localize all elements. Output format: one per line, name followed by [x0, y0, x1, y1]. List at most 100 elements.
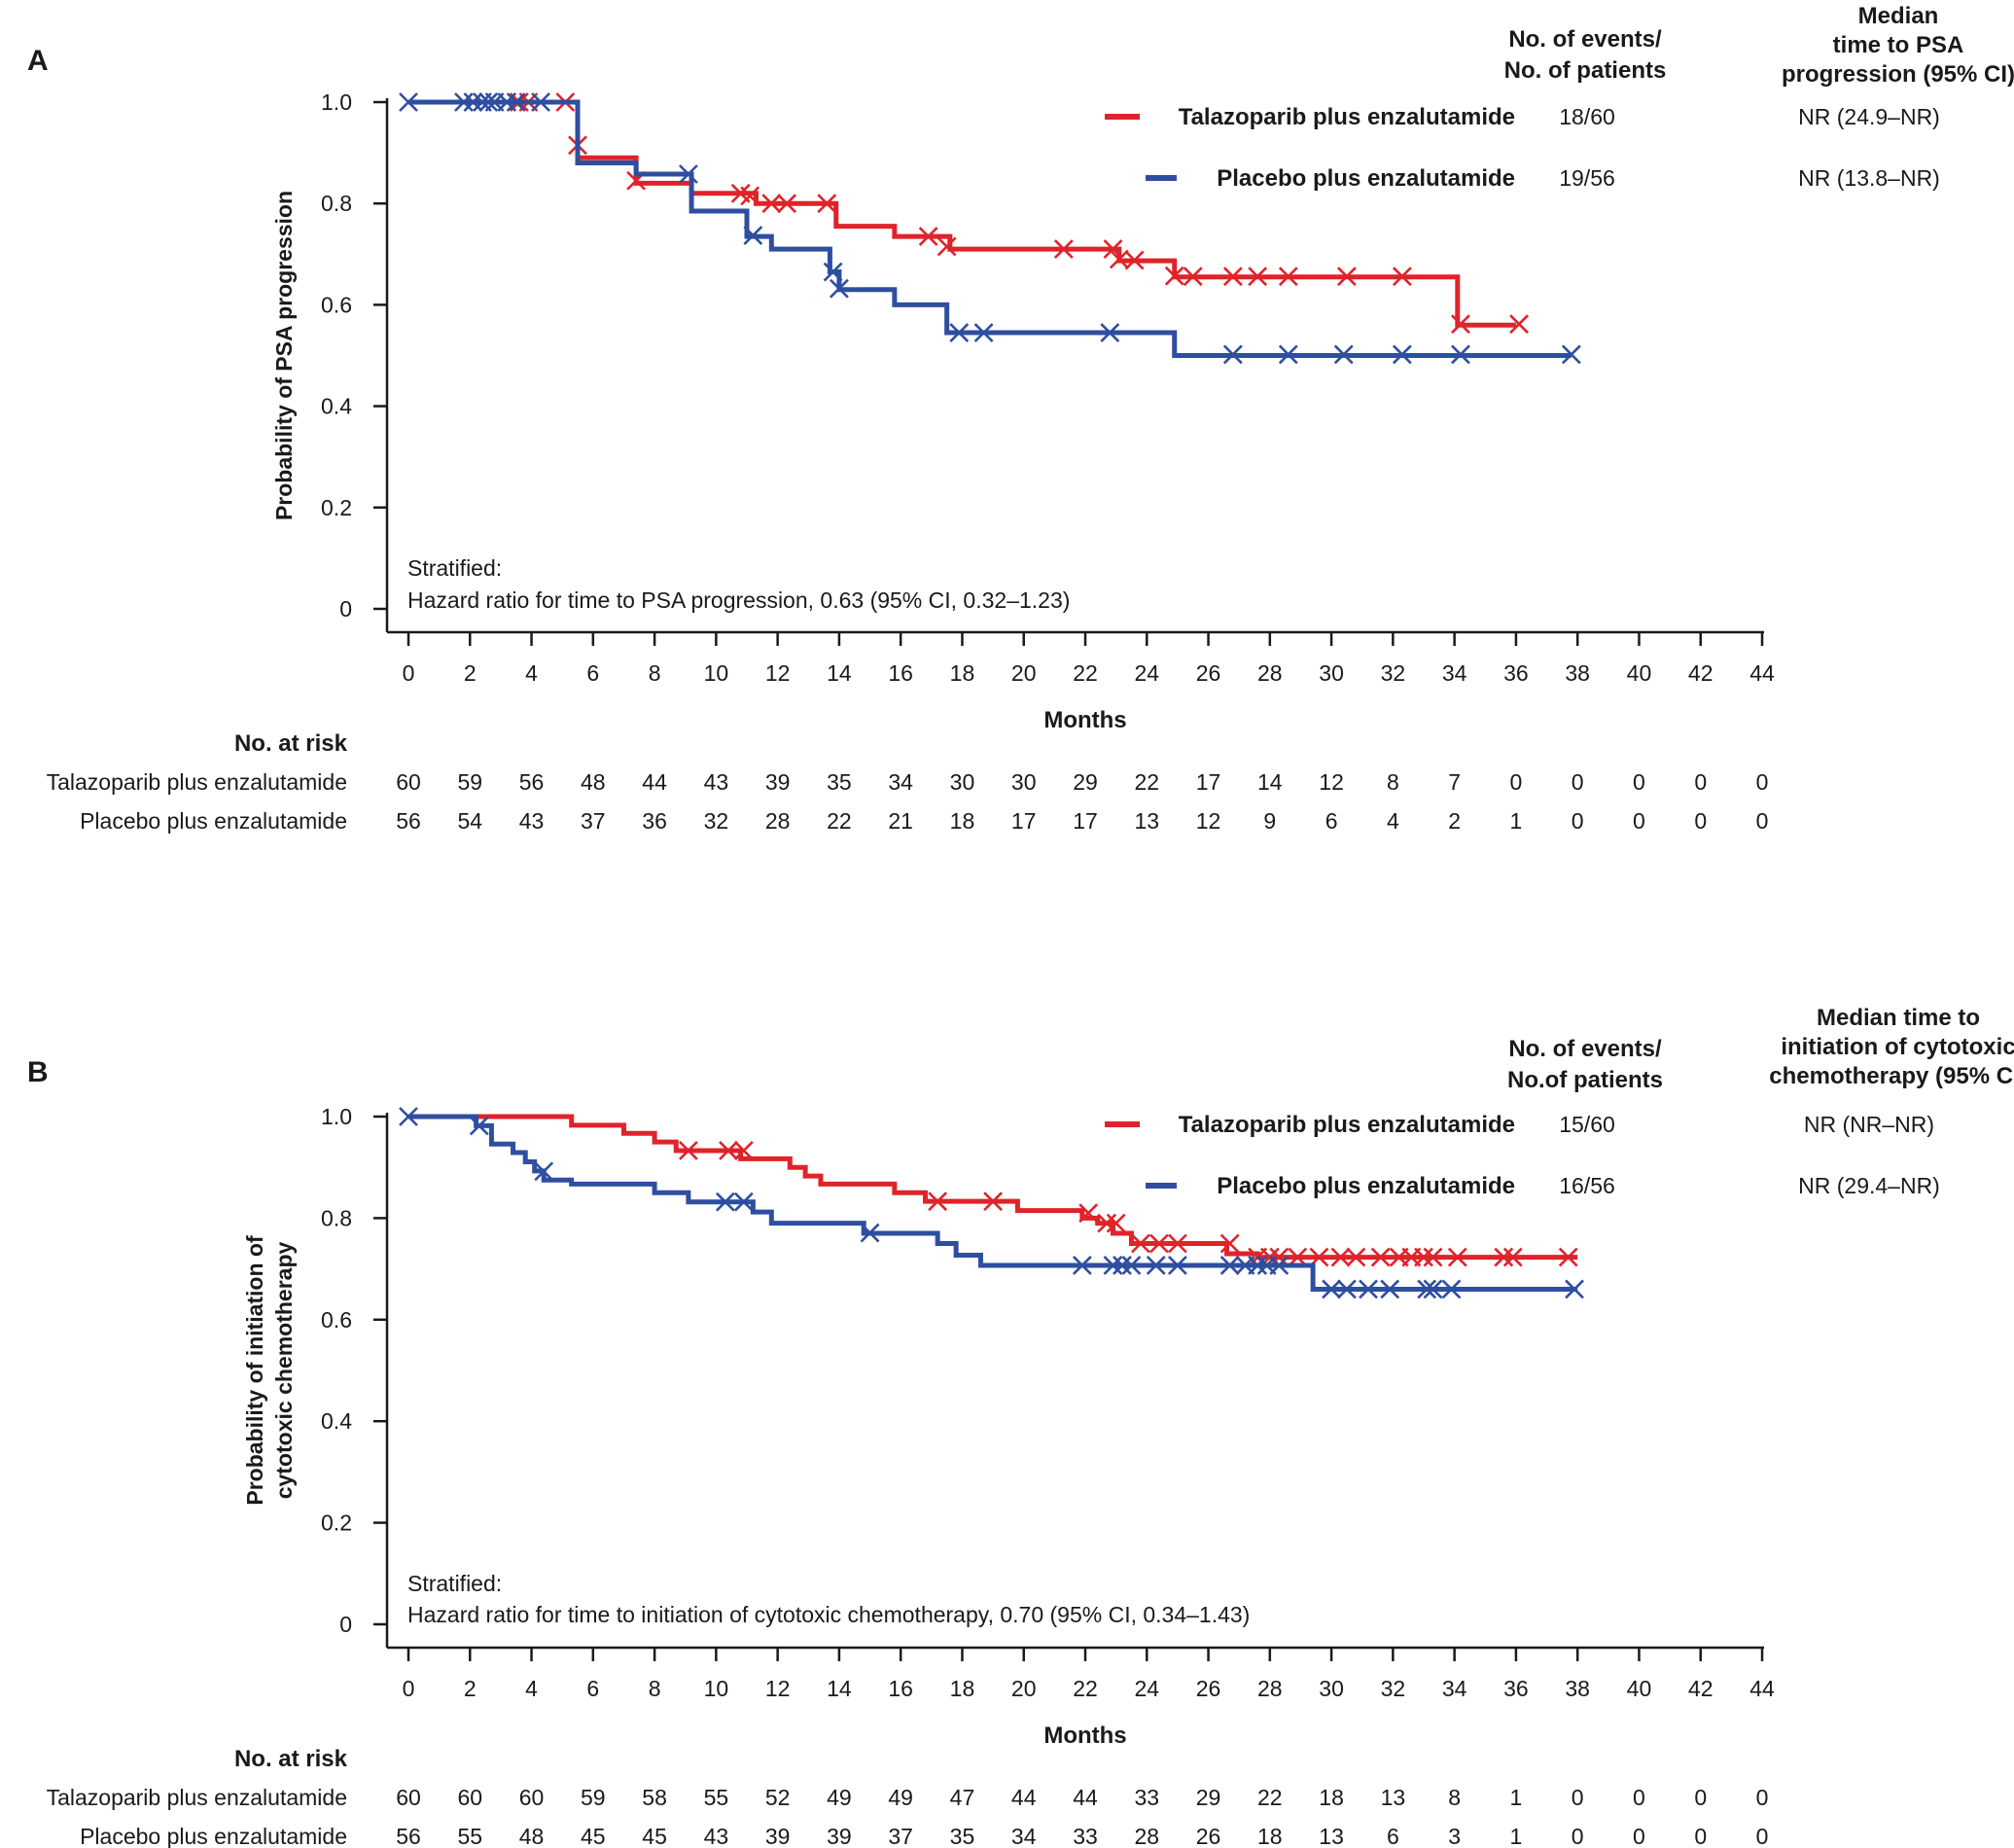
- risk-table-value: 0: [1572, 769, 1584, 795]
- risk-table-row-label: Placebo plus enzalutamide: [80, 808, 347, 834]
- legend-median: NR (NR–NR): [1804, 1112, 1934, 1137]
- legend-label: Placebo plus enzalutamide: [1217, 165, 1515, 192]
- risk-table-value: 0: [1633, 808, 1645, 834]
- risk-table-value: 9: [1263, 808, 1276, 834]
- censor-mark: [478, 92, 499, 112]
- x-tick-label: 40: [1627, 660, 1652, 686]
- risk-table-value: 34: [1011, 1824, 1037, 1848]
- legend-events: 16/56: [1559, 1173, 1615, 1198]
- risk-table-value: 60: [457, 1785, 482, 1810]
- risk-table-value: 12: [1319, 769, 1344, 795]
- risk-table-value: 0: [1510, 769, 1523, 795]
- legend-median: NR (29.4–NR): [1798, 1173, 1940, 1198]
- risk-table-value: 14: [1257, 769, 1283, 795]
- km-curve-placebo: [408, 1114, 1578, 1292]
- censor-mark: [1219, 1233, 1240, 1254]
- x-tick-label: 14: [827, 660, 852, 686]
- x-tick-label: 18: [950, 1676, 975, 1701]
- risk-table-row-label: Talazoparib plus enzalutamide: [47, 769, 347, 795]
- x-tick-label: 22: [1073, 660, 1098, 686]
- legend-header-median: progression (95% CI): [1782, 61, 2014, 88]
- censor-mark: [823, 262, 843, 282]
- y-tick-label: 0.4: [321, 394, 352, 419]
- censor-mark: [1336, 267, 1357, 287]
- panel-a: A 0 0.2 0.4 0.6 0.8 1.0 Probability of PSA prog…: [27, 3, 2014, 834]
- x-tick-label: 32: [1381, 660, 1406, 686]
- censor-mark: [983, 1191, 1004, 1212]
- risk-table-value: 60: [396, 1785, 421, 1810]
- legend-header-events: No. of events/: [1508, 1036, 1662, 1062]
- censor-mark: [1248, 1256, 1268, 1275]
- x-tick-label: 24: [1134, 660, 1159, 686]
- risk-table-value: 36: [642, 808, 667, 834]
- censor-mark: [1109, 249, 1129, 269]
- risk-table-value: 6: [1387, 1824, 1399, 1848]
- y-tick-label: 1.0: [321, 89, 352, 115]
- censor-mark: [1113, 1256, 1132, 1275]
- risk-table-value: 0: [1694, 769, 1707, 795]
- risk-table-value: 7: [1448, 769, 1461, 795]
- censor-mark: [1392, 344, 1412, 365]
- legend-events: 19/56: [1559, 165, 1615, 191]
- x-tick-label: 12: [765, 660, 791, 686]
- censor-mark: [1451, 314, 1470, 335]
- legend-events: 15/60: [1559, 1112, 1615, 1137]
- censor-mark: [1447, 1247, 1467, 1267]
- legend-header-events: No.of patients: [1507, 1067, 1663, 1093]
- legend-label: Placebo plus enzalutamide: [1217, 1173, 1515, 1199]
- risk-table-value: 28: [1134, 1824, 1159, 1848]
- x-tick-label: 36: [1503, 660, 1529, 686]
- risk-table-value: 21: [888, 808, 913, 834]
- x-tick-label: 22: [1073, 1676, 1098, 1701]
- risk-table-value: 30: [950, 769, 975, 795]
- risk-table-value: 43: [704, 769, 729, 795]
- risk-table-value: 22: [1257, 1785, 1283, 1810]
- risk-table-value: 28: [765, 808, 791, 834]
- censor-mark: [1502, 1247, 1523, 1267]
- x-tick-label: 44: [1749, 660, 1775, 686]
- censor-mark: [497, 92, 517, 112]
- y-axis-label: Probability of initiation of: [242, 1235, 267, 1506]
- risk-table-value: 55: [704, 1785, 729, 1810]
- risk-table-value: 60: [519, 1785, 545, 1810]
- risk-table-value: 0: [1572, 1785, 1584, 1810]
- risk-table-value: 8: [1448, 1785, 1461, 1810]
- legend-header-median: Median time to: [1817, 1005, 1980, 1031]
- x-tick-label: 8: [649, 660, 661, 686]
- x-tick-label: 0: [403, 660, 415, 686]
- censor-mark: [1053, 239, 1074, 260]
- hazard-ratio-annotation: Hazard ratio for time to initiation of c…: [407, 1602, 1250, 1627]
- x-tick-label: 18: [950, 660, 975, 686]
- risk-table-value: 60: [396, 769, 421, 795]
- censor-mark: [531, 92, 550, 112]
- x-tick-label: 28: [1257, 1676, 1283, 1701]
- risk-table-value: 17: [1196, 769, 1221, 795]
- censor-mark: [1103, 239, 1123, 260]
- x-tick-label: 16: [888, 1676, 913, 1701]
- legend-label: Talazoparib plus enzalutamide: [1179, 104, 1515, 130]
- x-tick-label: 10: [704, 1676, 729, 1701]
- censor-mark: [1392, 267, 1412, 287]
- risk-table-value: 29: [1073, 769, 1098, 795]
- legend-median: NR (13.8–NR): [1798, 165, 1940, 191]
- risk-table-value: 59: [581, 1785, 606, 1810]
- y-tick-label: 0: [339, 596, 352, 622]
- panel-label: B: [27, 1056, 49, 1088]
- censor-mark: [1183, 267, 1203, 287]
- risk-table-value: 0: [1756, 769, 1769, 795]
- x-tick-label: 6: [586, 660, 599, 686]
- risk-table-value: 49: [888, 1785, 913, 1810]
- risk-table-value: 6: [1325, 808, 1338, 834]
- y-axis-label: Probability of PSA progression: [271, 191, 297, 520]
- risk-table-value: 2: [1448, 808, 1461, 834]
- censor-mark: [463, 92, 483, 112]
- censor-mark: [399, 92, 418, 112]
- censor-mark: [1131, 1233, 1150, 1254]
- risk-table-value: 49: [827, 1785, 852, 1810]
- risk-table-value: 3: [1448, 1824, 1461, 1848]
- censor-mark: [1336, 1279, 1357, 1299]
- censor-mark: [715, 1191, 735, 1212]
- legend-header-events: No. of events/: [1508, 26, 1662, 53]
- risk-table-value: 8: [1387, 769, 1399, 795]
- censor-mark: [719, 1141, 738, 1160]
